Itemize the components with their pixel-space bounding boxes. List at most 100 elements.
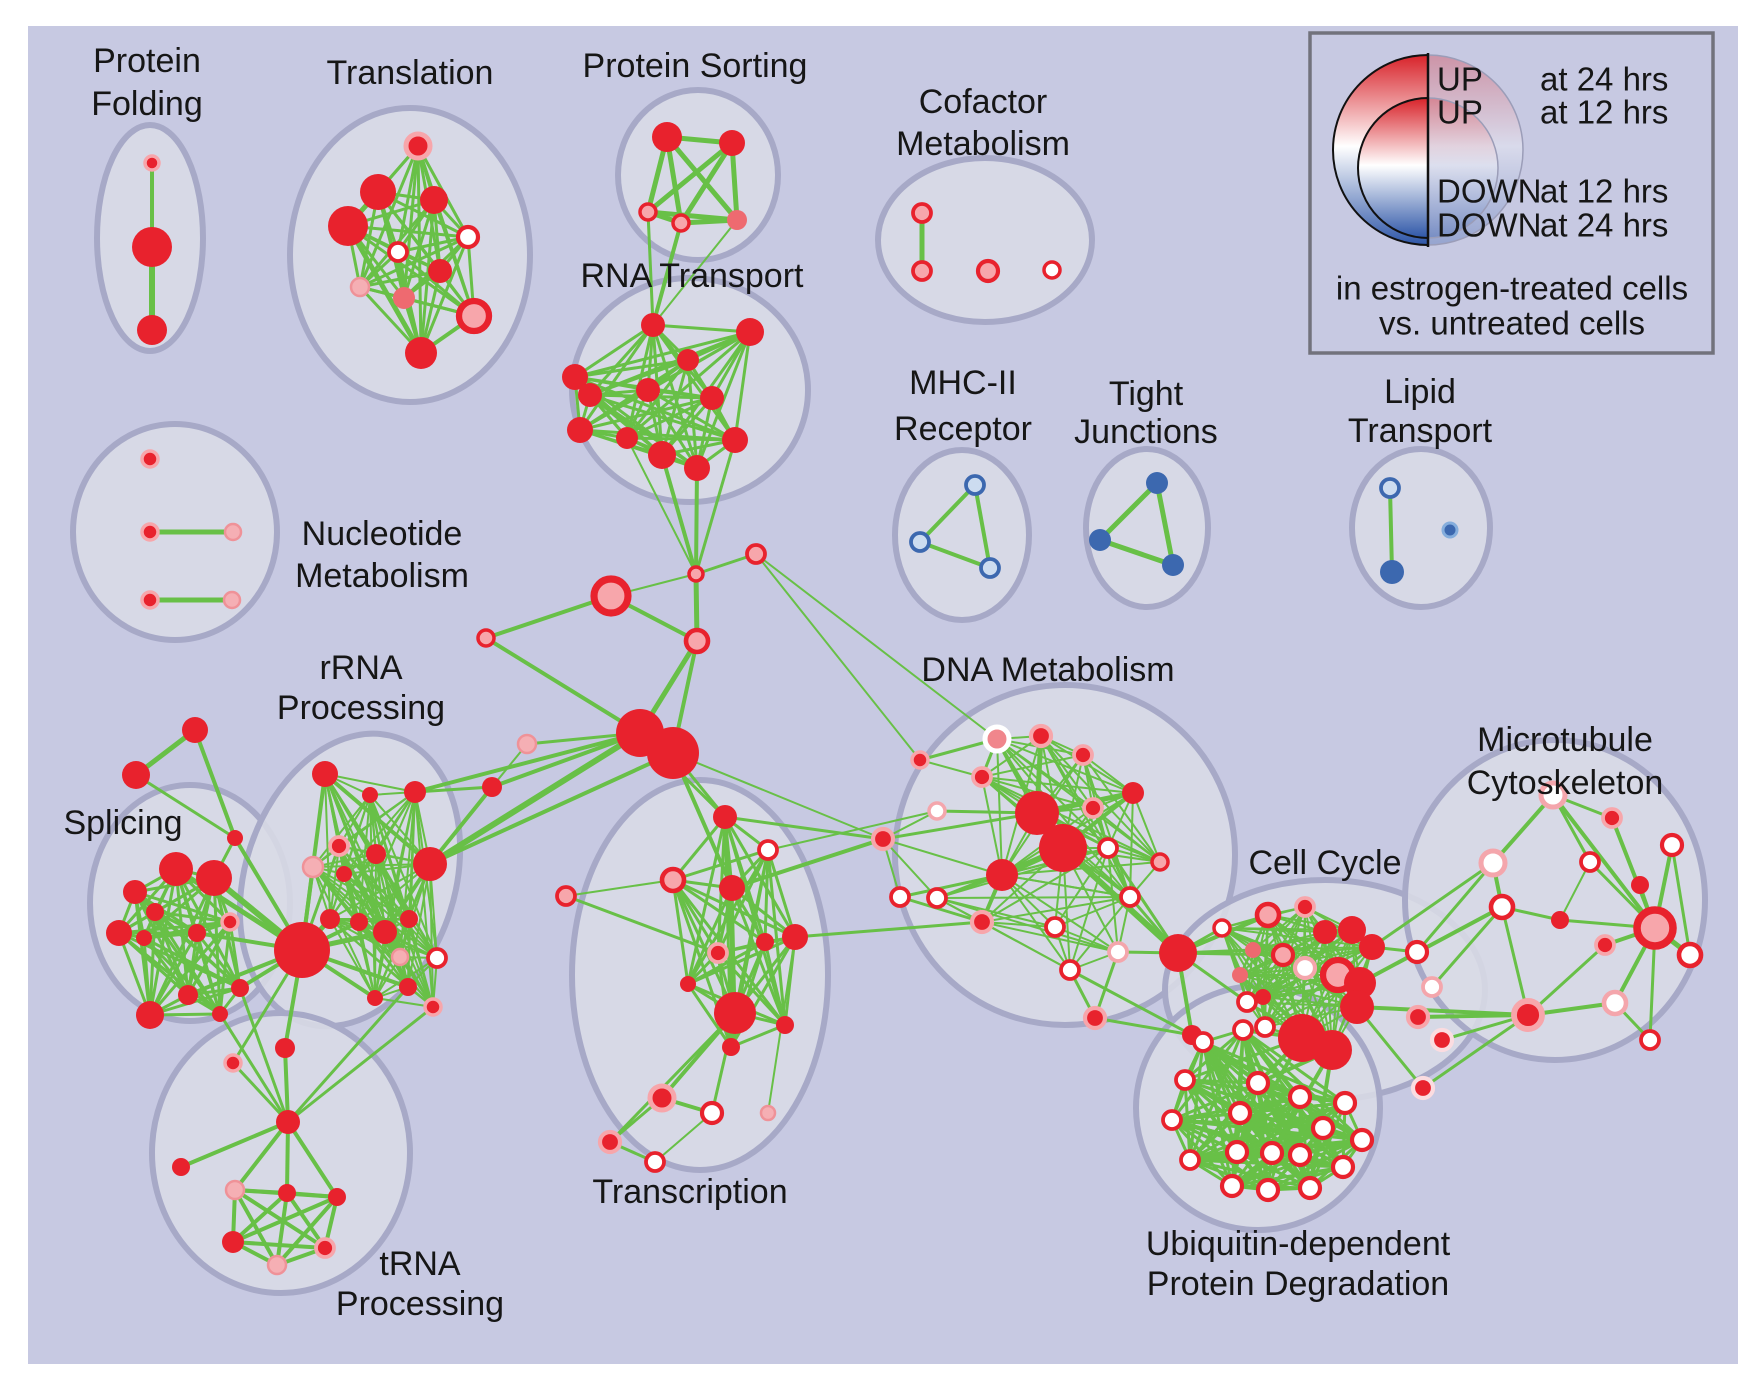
- network-edge: [766, 848, 787, 1027]
- cluster-label-cofactor-metabolism-line1: Cofactor: [919, 83, 1048, 121]
- network-edge: [981, 754, 1084, 778]
- legend-caption-line2: vs. untreated cells: [1379, 305, 1645, 342]
- network-edge: [686, 815, 727, 986]
- legend-row-time-1: at 24 hrs: [1540, 61, 1668, 98]
- network-edge: [1082, 754, 1161, 863]
- network-edge: [432, 198, 476, 318]
- network-edge: [1107, 847, 1119, 953]
- network-node-br1: [482, 777, 502, 797]
- network-node-tr4: [328, 206, 368, 246]
- cluster-label-lipid-transport-line2: Transport: [1348, 412, 1493, 450]
- network-edge: [1054, 896, 1131, 928]
- network-node-m3: [1538, 780, 1568, 810]
- network-edge: [686, 935, 797, 986]
- network-node-tr11: [405, 337, 437, 369]
- network-edge: [1097, 480, 1160, 543]
- network-node-sp8: [188, 924, 206, 942]
- network-node-ps3: [638, 202, 658, 222]
- network-edge: [763, 848, 770, 944]
- network-edge: [651, 323, 752, 334]
- network-edge: [1183, 1078, 1192, 1162]
- network-edge: [1241, 1028, 1364, 1142]
- network-edge: [625, 358, 690, 440]
- network-edge: [407, 863, 431, 988]
- network-node-tn9: [314, 1237, 336, 1259]
- network-node-sp10: [136, 1001, 164, 1029]
- network-node-cc6: [1245, 942, 1261, 958]
- cluster-label-microtubule-cytoskeleton-line1: Microtubule: [1477, 721, 1653, 759]
- network-edge: [233, 1188, 327, 1250]
- network-node-nm5: [222, 590, 242, 610]
- network-node-ub10: [1255, 1177, 1281, 1203]
- network-edge: [1154, 480, 1176, 568]
- network-edge: [1093, 1016, 1194, 1037]
- network-node-tn7: [328, 1188, 346, 1206]
- network-node-ub11: [1297, 1175, 1323, 1201]
- network-edge: [694, 466, 699, 576]
- network-edge: [881, 811, 1039, 841]
- network-node-rt10: [648, 441, 676, 469]
- network-edge: [766, 848, 797, 939]
- network-node-tn1: [276, 1110, 300, 1134]
- network-edge: [413, 731, 642, 794]
- network-node-cf1: [911, 202, 933, 224]
- network-edge: [231, 1061, 290, 1124]
- network-node-tx3: [659, 866, 687, 894]
- network-node-tn2: [223, 1053, 243, 1073]
- network-node-dm15: [1150, 852, 1170, 872]
- legend-wheel-inner-left: [1357, 96, 1429, 240]
- network-edge: [755, 553, 998, 740]
- network-edge: [343, 873, 438, 959]
- network-node-tn8: [222, 1231, 244, 1253]
- network-edge: [153, 910, 242, 990]
- network-edge: [767, 810, 938, 851]
- network-node-rt8: [567, 417, 593, 443]
- cluster-label-cofactor-metabolism-line2: Metabolism: [896, 125, 1070, 163]
- network-node-dm9: [986, 859, 1018, 891]
- network-node-dm5: [971, 766, 993, 788]
- network-node-ps5: [727, 210, 747, 230]
- network-node-sp5: [106, 920, 132, 946]
- network-node-tr8: [349, 276, 371, 298]
- network-node-tx9: [714, 992, 756, 1034]
- legend-row-time-2: at 12 hrs: [1540, 94, 1668, 131]
- network-node-rt4: [677, 349, 699, 371]
- network-edge: [1170, 1118, 1234, 1188]
- network-edge: [427, 730, 643, 867]
- network-edge: [324, 773, 416, 793]
- network-node-dm12: [1044, 916, 1066, 938]
- network-edge: [283, 1046, 290, 1124]
- network-node-m9: [1676, 941, 1704, 969]
- network-node-dm1: [982, 724, 1012, 754]
- network-node-tx16: [597, 1129, 623, 1155]
- legend-row-time-3: at 12 hrs: [1540, 173, 1668, 210]
- network-node-ub12: [1330, 1154, 1356, 1180]
- network-node-ub7: [1259, 1140, 1285, 1166]
- network-node-cc18: [1421, 976, 1443, 998]
- network-edge: [402, 144, 420, 300]
- network-edge: [1069, 847, 1109, 971]
- network-edge: [1097, 537, 1176, 568]
- network-node-lt3: [1441, 521, 1459, 539]
- network-edge: [573, 375, 737, 442]
- network-edge: [117, 920, 232, 935]
- cluster-ellipse-trna-processing: [149, 1010, 413, 1296]
- network-node-cc14: [1254, 1016, 1276, 1038]
- network-edge: [1430, 905, 1504, 989]
- network-node-m5: [1659, 832, 1685, 858]
- cluster-label-protein-folding-line2: Folding: [91, 85, 203, 123]
- network-node-rr12: [400, 910, 418, 928]
- network-node-rr17: [423, 997, 443, 1017]
- network-edge: [345, 223, 424, 356]
- network-node-rr16: [367, 990, 383, 1006]
- network-node-cc5: [1359, 934, 1385, 960]
- network-edge: [578, 388, 650, 432]
- network-edge: [981, 921, 1056, 928]
- network-edge: [484, 636, 642, 735]
- network-node-rr9: [320, 909, 340, 929]
- cluster-label-transcription-line1: Transcription: [592, 1173, 787, 1211]
- legend-caption-line1: in estrogen-treated cells: [1336, 270, 1688, 307]
- network-edge: [346, 224, 476, 318]
- network-node-tr10: [455, 297, 493, 335]
- network-edge: [231, 1195, 339, 1244]
